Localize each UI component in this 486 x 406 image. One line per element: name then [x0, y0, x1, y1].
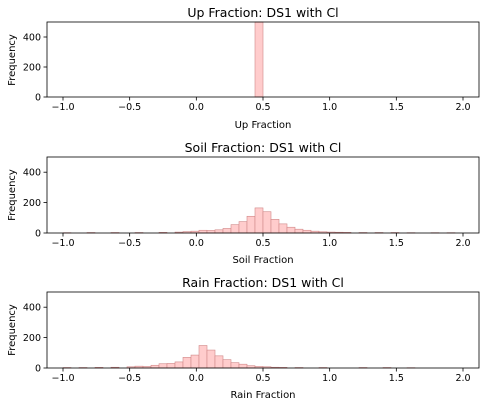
histogram-bar	[214, 229, 224, 234]
histogram-bar	[198, 345, 208, 369]
x-tick-label: 0.0	[189, 238, 204, 249]
histogram-bar	[174, 361, 184, 369]
y-axis-label: Frequency	[7, 304, 18, 356]
x-tick-label: 0.5	[255, 238, 270, 249]
x-tick-label: −1.0	[51, 373, 74, 384]
y-tick-label: 200	[23, 63, 41, 74]
y-tick-label: 200	[23, 333, 41, 344]
x-tick-label: −0.5	[118, 373, 141, 384]
histogram-bar	[166, 363, 176, 369]
tick-group: −1.0 −0.5 0.0 0.5 1.0 1.5 2.0 0 200 400	[23, 168, 471, 249]
tick-group: −1.0 −0.5 0.0 0.5 1.0 1.5 2.0 0 200 400	[23, 33, 471, 114]
x-axis-label: Rain Fraction	[230, 390, 295, 401]
histogram-bar	[286, 226, 296, 234]
chart-title: Rain Fraction: DS1 with Cl	[182, 275, 344, 290]
x-tick-label: −1.0	[51, 102, 74, 113]
bar-group	[62, 207, 456, 234]
tick-group: −1.0 −0.5 0.0 0.5 1.0 1.5 2.0 0 200 400	[23, 303, 471, 384]
histogram-bar	[294, 228, 304, 234]
x-tick-label: 0.5	[255, 373, 270, 384]
x-tick-label: 1.0	[322, 373, 337, 384]
bar-group	[62, 345, 416, 369]
y-tick-label: 400	[23, 303, 41, 314]
histogram-bar	[238, 363, 248, 369]
histogram-bar	[254, 21, 264, 98]
histogram-bar	[254, 207, 264, 234]
histogram-bar	[262, 211, 272, 234]
x-tick-label: 2.0	[455, 102, 470, 113]
y-tick-label: 400	[23, 33, 41, 44]
plot-frame	[46, 156, 480, 234]
histogram-bar	[246, 215, 256, 234]
plot-frame	[46, 21, 480, 98]
y-tick-label: 0	[35, 229, 41, 240]
histogram-bar	[150, 364, 160, 369]
x-tick-label: −1.0	[51, 238, 74, 249]
x-tick-label: 2.0	[455, 238, 470, 249]
plot-frame	[46, 291, 480, 369]
chart-title: Up Fraction: DS1 with Cl	[187, 5, 338, 20]
y-axis-label: Frequency	[7, 169, 18, 221]
histogram-bar	[238, 221, 248, 234]
rain-fraction-panel: Rain Fraction: DS1 with Cl Rain Fraction…	[7, 275, 480, 401]
histogram-bar	[222, 359, 232, 369]
x-tick-label: 1.0	[322, 238, 337, 249]
x-tick-label: 1.5	[389, 373, 404, 384]
y-tick-label: 200	[23, 198, 41, 209]
x-tick-label: 0.0	[189, 373, 204, 384]
histogram-bar	[206, 349, 216, 369]
y-tick-label: 400	[23, 168, 41, 179]
x-tick-label: 0.5	[255, 102, 270, 113]
x-tick-label: 0.0	[189, 102, 204, 113]
x-tick-label: 1.5	[389, 238, 404, 249]
y-tick-label: 0	[35, 364, 41, 375]
histogram-bar	[222, 228, 232, 234]
soil-fraction-panel: Soil Fraction: DS1 with Cl Soil Fraction…	[7, 140, 480, 266]
up-fraction-panel: Up Fraction: DS1 with Cl Up Fraction Fre…	[7, 5, 480, 131]
x-tick-label: 2.0	[455, 373, 470, 384]
chart-title: Soil Fraction: DS1 with Cl	[185, 140, 342, 155]
histogram-bar	[214, 355, 224, 369]
histogram-bar	[182, 357, 192, 369]
y-axis-label: Frequency	[7, 34, 18, 86]
x-tick-label: 1.0	[322, 102, 337, 113]
histogram-bar	[302, 229, 312, 234]
histogram-bar	[198, 229, 208, 234]
histogram-bar	[230, 362, 240, 369]
histogram-bar	[270, 219, 280, 234]
y-tick-label: 0	[35, 93, 41, 104]
x-tick-label: 1.5	[389, 102, 404, 113]
x-tick-label: −0.5	[118, 102, 141, 113]
x-tick-label: −0.5	[118, 238, 141, 249]
bar-group	[254, 21, 264, 98]
histogram-bar	[278, 223, 288, 234]
x-axis-label: Soil Fraction	[232, 255, 293, 266]
histogram-bar	[158, 363, 168, 369]
histogram-bar	[230, 224, 240, 234]
histogram-bar	[190, 354, 200, 369]
x-axis-label: Up Fraction	[235, 120, 292, 131]
